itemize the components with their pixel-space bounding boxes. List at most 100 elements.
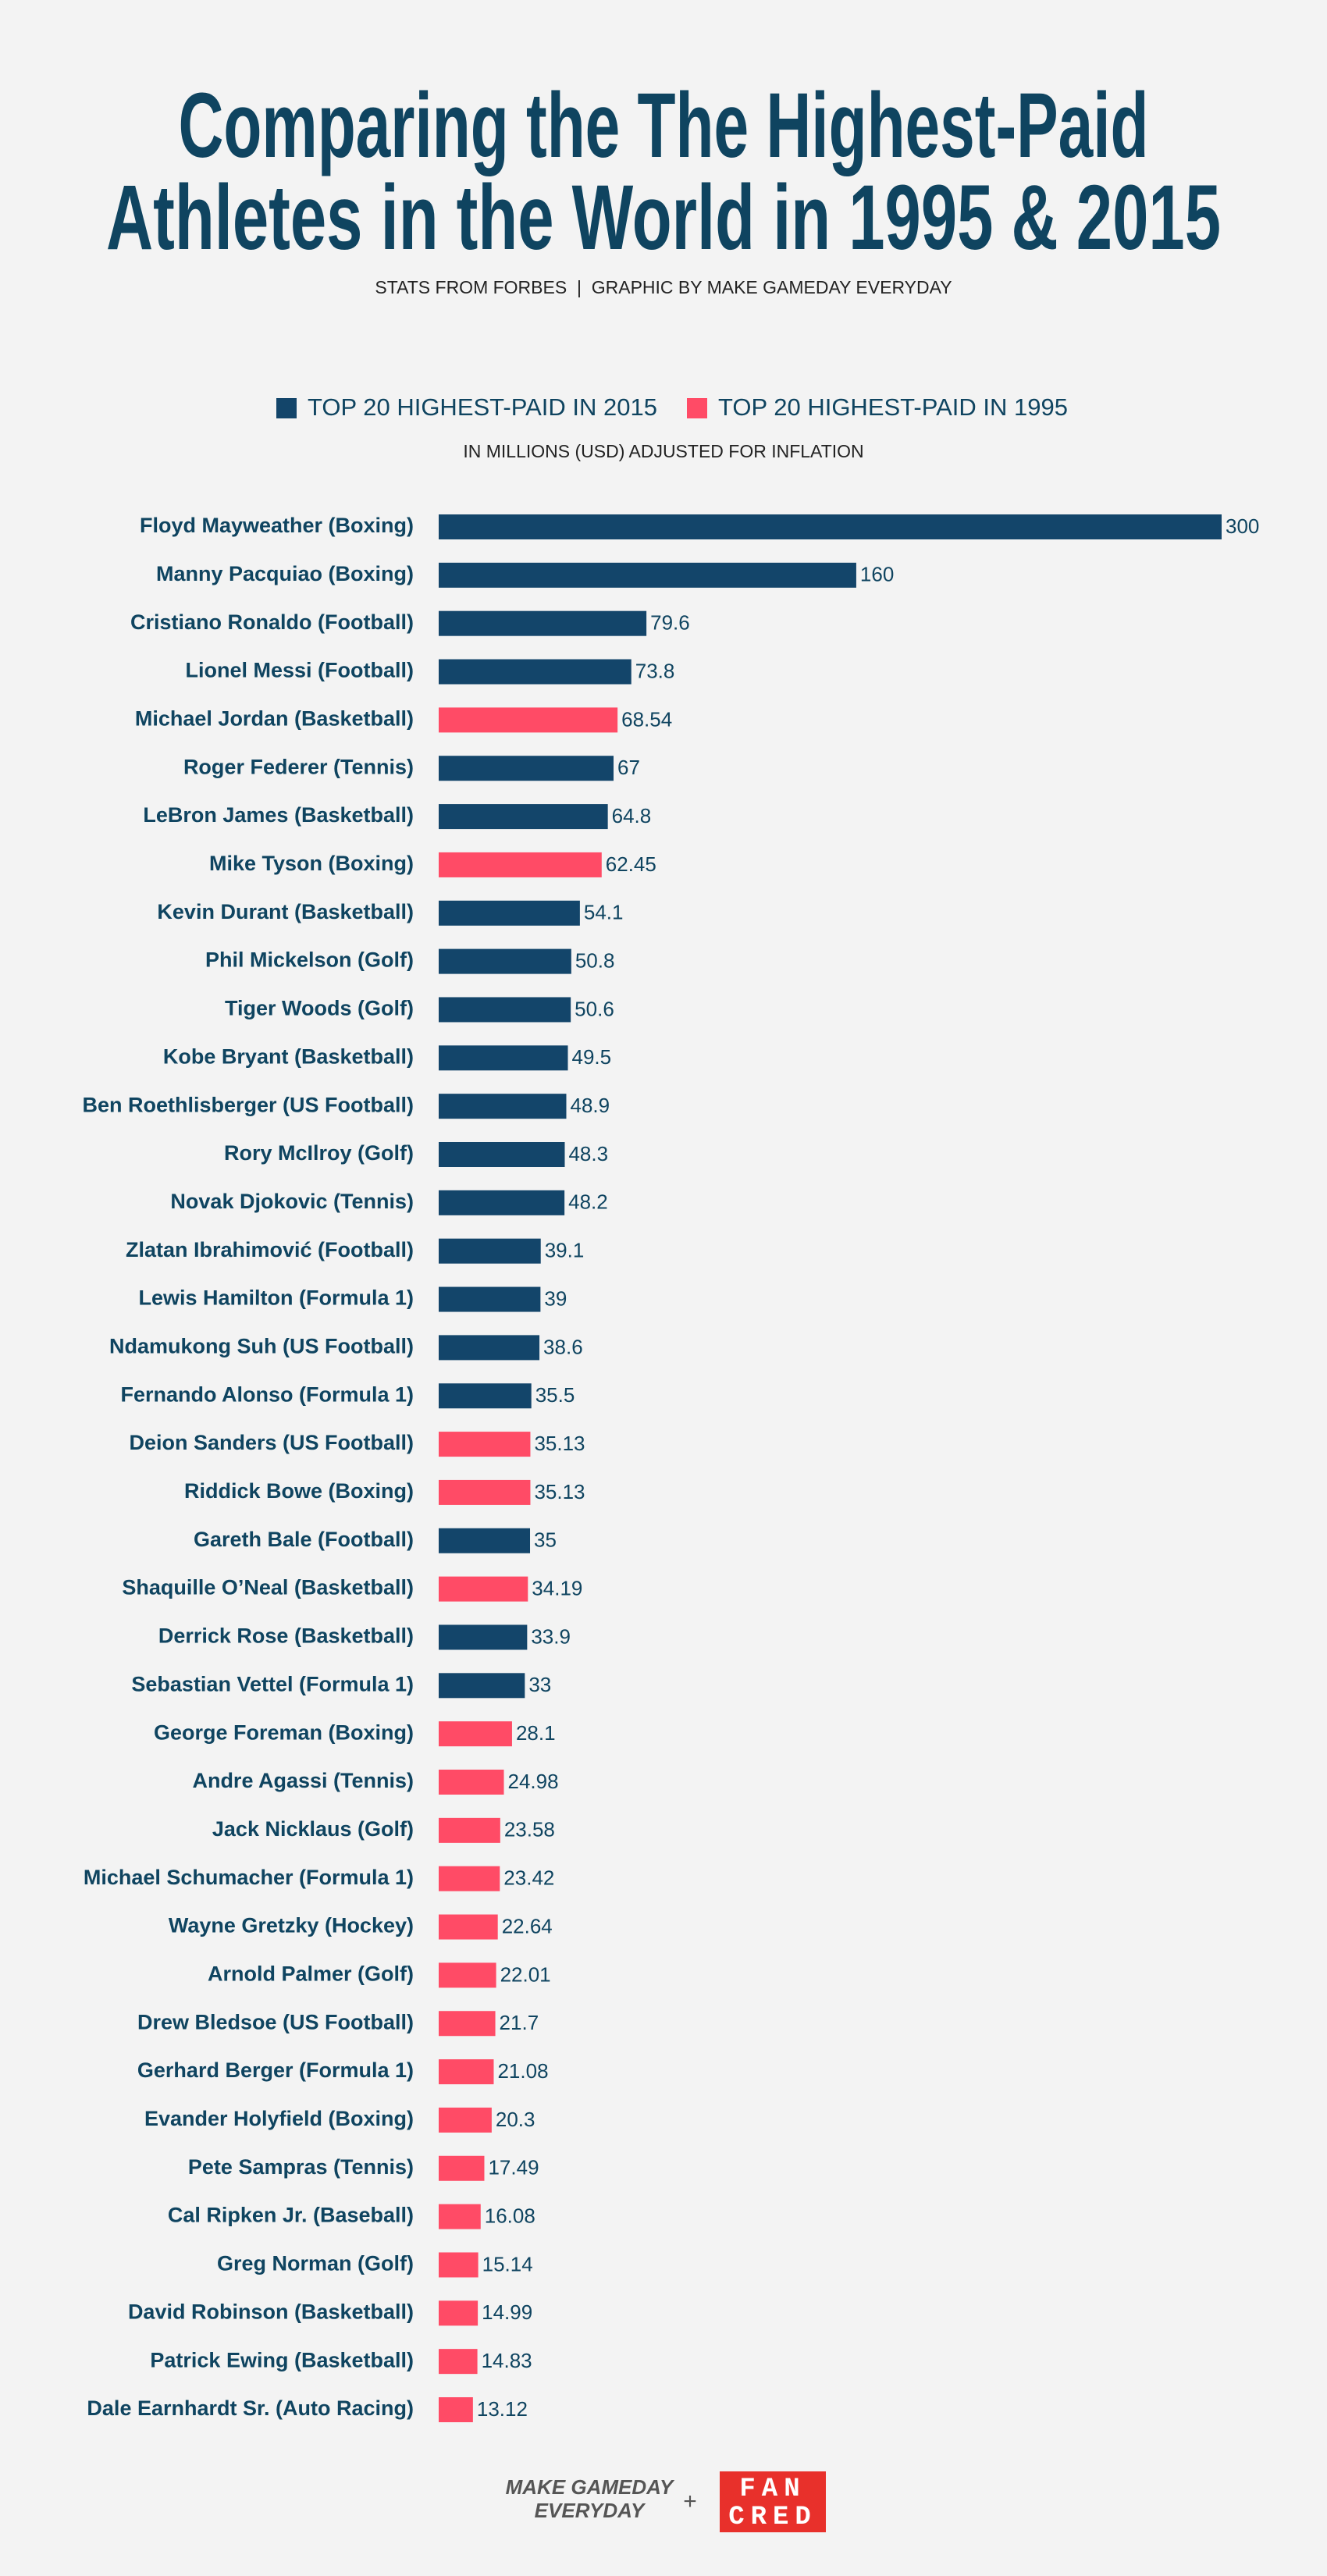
value-label: 67 bbox=[617, 756, 640, 779]
bar bbox=[439, 1479, 531, 1505]
value-label: 35.13 bbox=[534, 1432, 585, 1455]
bar bbox=[439, 1432, 531, 1457]
bar bbox=[439, 1094, 567, 1119]
value-label: 34.19 bbox=[532, 1576, 582, 1599]
bar bbox=[439, 610, 647, 636]
category-label: Pete Sampras (Tennis) bbox=[188, 2155, 414, 2179]
value-label: 35 bbox=[534, 1528, 557, 1552]
category-label: Kevin Durant (Basketball) bbox=[157, 900, 414, 923]
value-label: 39 bbox=[544, 1286, 567, 1310]
subtitle: STATS FROM FORBES | GRAPHIC BY MAKE GAME… bbox=[375, 277, 952, 297]
bar bbox=[439, 1238, 541, 1264]
footer: MAKE GAMEDAY EVERYDAY + FAN CRED bbox=[506, 2471, 826, 2532]
bar bbox=[439, 1142, 565, 1167]
bar bbox=[439, 900, 580, 926]
category-label: Gerhard Berger (Formula 1) bbox=[137, 2058, 414, 2082]
bar bbox=[439, 2349, 478, 2375]
title-line: Comparing the The Highest-Paid bbox=[179, 74, 1149, 177]
value-label: 33 bbox=[528, 1673, 551, 1696]
bar bbox=[439, 2252, 479, 2278]
title-line: Athletes in the World in 1995 & 2015 bbox=[106, 166, 1221, 269]
legend-swatch bbox=[687, 398, 707, 418]
value-label: 38.6 bbox=[543, 1335, 583, 1358]
value-label: 48.2 bbox=[568, 1190, 608, 1214]
category-label: Lewis Hamilton (Formula 1) bbox=[138, 1286, 414, 1310]
category-label: Zlatan Ibrahimović (Football) bbox=[126, 1238, 414, 1261]
value-label: 79.6 bbox=[650, 611, 690, 635]
category-label: Fernando Alonso (Formula 1) bbox=[120, 1382, 414, 1406]
footer-plus: + bbox=[683, 2489, 697, 2514]
bar bbox=[439, 756, 614, 781]
value-label: 16.08 bbox=[485, 2204, 535, 2227]
bar bbox=[439, 1190, 565, 1215]
bar bbox=[439, 514, 1222, 539]
value-label: 22.01 bbox=[500, 1962, 551, 1986]
bar bbox=[439, 1528, 531, 1553]
note: IN MILLIONS (USD) ADJUSTED FOR INFLATION bbox=[463, 441, 863, 461]
bar bbox=[439, 2397, 473, 2422]
footer-logo: FAN bbox=[739, 2475, 806, 2504]
category-label: Sebastian Vettel (Formula 1) bbox=[131, 1672, 414, 1695]
bar bbox=[439, 2155, 485, 2181]
category-label: Drew Bledsoe (US Football) bbox=[137, 2010, 414, 2033]
value-label: 20.3 bbox=[496, 2108, 535, 2131]
bar bbox=[439, 659, 631, 685]
bar bbox=[439, 1335, 540, 1361]
category-label: Jack Nicklaus (Golf) bbox=[212, 1817, 414, 1841]
category-label: Ndamukong Suh (US Football) bbox=[109, 1335, 414, 1358]
bar bbox=[439, 948, 571, 974]
category-label: Novak Djokovic (Tennis) bbox=[170, 1190, 414, 1213]
value-label: 23.58 bbox=[504, 1818, 555, 1841]
bar bbox=[439, 1770, 504, 1795]
bar bbox=[439, 562, 856, 588]
value-label: 48.9 bbox=[570, 1094, 610, 1117]
bar bbox=[439, 852, 602, 877]
category-label: Phil Mickelson (Golf) bbox=[205, 948, 414, 972]
value-label: 17.49 bbox=[488, 2156, 539, 2179]
value-label: 14.99 bbox=[482, 2300, 532, 2324]
category-label: Mike Tyson (Boxing) bbox=[209, 852, 414, 875]
category-label: Roger Federer (Tennis) bbox=[183, 755, 414, 778]
value-label: 73.8 bbox=[635, 659, 675, 682]
category-label: Ben Roethlisberger (US Football) bbox=[82, 1093, 414, 1116]
value-label: 21.08 bbox=[497, 2059, 548, 2083]
bar bbox=[439, 1866, 500, 1891]
value-label: 13.12 bbox=[477, 2397, 528, 2421]
value-label: 28.1 bbox=[516, 1721, 556, 1745]
value-label: 23.42 bbox=[503, 1866, 554, 1890]
footer-brand: MAKE GAMEDAY bbox=[506, 2475, 675, 2499]
value-label: 21.7 bbox=[500, 2011, 539, 2034]
bar bbox=[439, 1576, 528, 1602]
category-label: George Foreman (Boxing) bbox=[154, 1720, 414, 1744]
category-label: Andre Agassi (Tennis) bbox=[192, 1769, 414, 1792]
bar bbox=[439, 1962, 496, 1988]
bar bbox=[439, 1624, 528, 1650]
category-label: Cristiano Ronaldo (Football) bbox=[130, 610, 414, 634]
category-label: Floyd Mayweather (Boxing) bbox=[140, 514, 414, 537]
bar bbox=[439, 997, 571, 1023]
footer-brand: EVERYDAY bbox=[535, 2499, 646, 2522]
bar bbox=[439, 1045, 568, 1071]
bar bbox=[439, 2107, 492, 2133]
bar bbox=[439, 1286, 541, 1312]
footer-logo-box bbox=[720, 2471, 826, 2532]
bar bbox=[439, 2204, 481, 2229]
category-label: Derrick Rose (Basketball) bbox=[158, 1624, 414, 1648]
value-label: 160 bbox=[860, 563, 894, 586]
value-label: 64.8 bbox=[612, 804, 652, 827]
bar bbox=[439, 1721, 512, 1747]
category-label: David Robinson (Basketball) bbox=[128, 2300, 414, 2323]
category-label: Tiger Woods (Golf) bbox=[225, 997, 414, 1020]
bar bbox=[439, 1673, 525, 1699]
value-label: 39.1 bbox=[545, 1239, 585, 1262]
value-label: 50.6 bbox=[575, 997, 614, 1020]
value-label: 22.64 bbox=[502, 1914, 553, 1937]
value-label: 50.8 bbox=[575, 948, 615, 972]
category-label: LeBron James (Basketball) bbox=[143, 803, 414, 827]
value-label: 24.98 bbox=[508, 1770, 559, 1793]
category-label: Wayne Gretzky (Hockey) bbox=[169, 1914, 414, 1937]
category-label: Deion Sanders (US Football) bbox=[129, 1431, 414, 1454]
category-label: Manny Pacquiao (Boxing) bbox=[156, 562, 414, 585]
